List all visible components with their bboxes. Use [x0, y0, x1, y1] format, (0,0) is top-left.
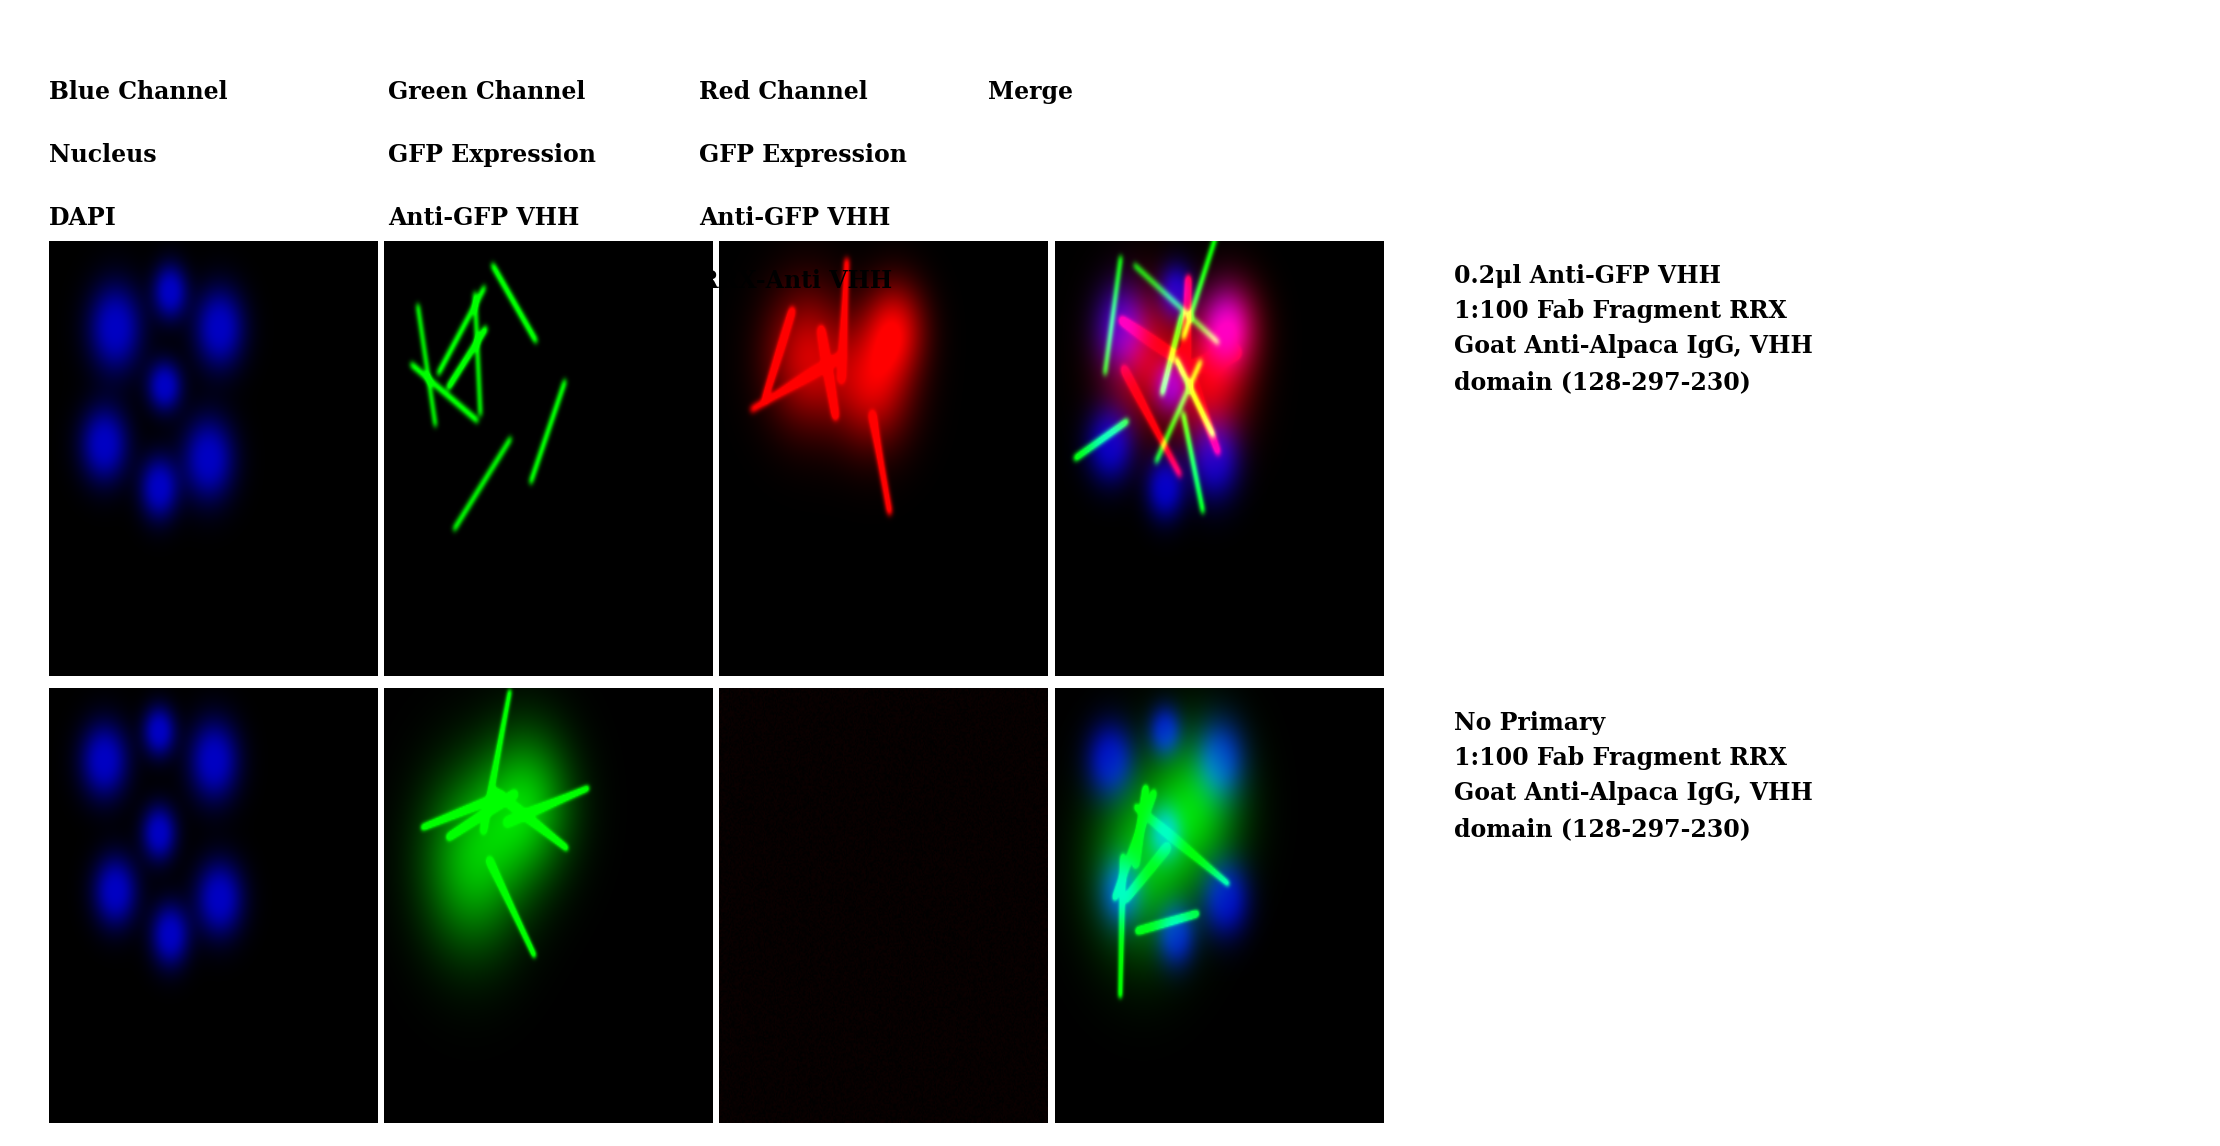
- Text: DAPI: DAPI: [49, 206, 118, 230]
- Text: 0.2μl Anti-GFP VHH
1:100 Fab Fragment RRX
Goat Anti-Alpaca IgG, VHH
domain (128-: 0.2μl Anti-GFP VHH 1:100 Fab Fragment RR…: [1454, 264, 1814, 394]
- Text: No Primary
1:100 Fab Fragment RRX
Goat Anti-Alpaca IgG, VHH
domain (128-297-230): No Primary 1:100 Fab Fragment RRX Goat A…: [1454, 711, 1814, 841]
- Text: Merge: Merge: [988, 80, 1072, 104]
- Text: RRX-Anti VHH: RRX-Anti VHH: [699, 269, 892, 293]
- Text: Red Channel: Red Channel: [699, 80, 868, 104]
- Text: Nucleus: Nucleus: [49, 143, 155, 167]
- Text: Anti-GFP VHH: Anti-GFP VHH: [699, 206, 890, 230]
- Text: Blue Channel: Blue Channel: [49, 80, 226, 104]
- Text: GFP Expression: GFP Expression: [699, 143, 908, 167]
- Text: Green Channel: Green Channel: [388, 80, 586, 104]
- Text: Anti-GFP VHH: Anti-GFP VHH: [388, 206, 579, 230]
- Text: GFP Expression: GFP Expression: [388, 143, 597, 167]
